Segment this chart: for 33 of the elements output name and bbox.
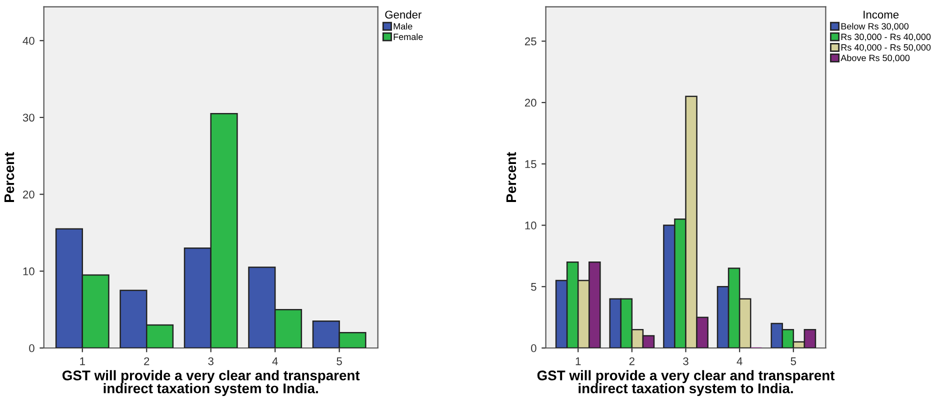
x-axis-title: GST will provide a very clear and transparent indirect taxation system to India. [62, 370, 360, 396]
y-tick-label: 25 [524, 37, 536, 46]
y-axis-title: Percent [4, 152, 14, 202]
y-tick-label: 20 [23, 190, 34, 198]
x-tick-label: 1 [80, 357, 85, 366]
x-tick-label: 5 [790, 357, 796, 366]
y-tick-label: 40 [22, 36, 34, 45]
y-tick-label: 20 [524, 98, 536, 107]
x-tick-label: 5 [336, 357, 342, 366]
y-tick-label: 0 [531, 344, 536, 352]
x-tick-label: 3 [683, 357, 688, 366]
y-tick-label: 5 [531, 283, 536, 291]
legend-label: Below Rs 30,000 [841, 22, 909, 31]
legend-title: Income [864, 10, 899, 19]
y-tick-label: 10 [23, 267, 34, 276]
legend-title: Gender [385, 10, 422, 19]
legend-label: Female [394, 33, 423, 40]
y-tick-label: 15 [525, 160, 536, 168]
y-tick-label: 0 [29, 344, 34, 352]
legend-label: Male [394, 22, 412, 30]
legend-label: Rs 30,000 - Rs 40,000 [841, 34, 931, 42]
x-tick-label: 2 [629, 357, 634, 366]
x-axis-title: GST will provide a very clear and transparent indirect taxation system to India. [537, 370, 835, 396]
x-tick-label: 4 [736, 357, 742, 366]
legend-label: Rs 40,000 - Rs 50,000 [841, 44, 931, 52]
x-tick-label: 4 [272, 357, 278, 366]
y-tick-label: 30 [22, 114, 34, 122]
x-tick-label: 1 [576, 357, 581, 366]
y-tick-label: 10 [525, 222, 536, 230]
y-axis-title: Percent [506, 152, 516, 202]
legend-label: Above Rs 50,000 [840, 54, 910, 62]
x-tick-label: 2 [144, 357, 150, 366]
x-tick-label: 3 [208, 357, 214, 366]
